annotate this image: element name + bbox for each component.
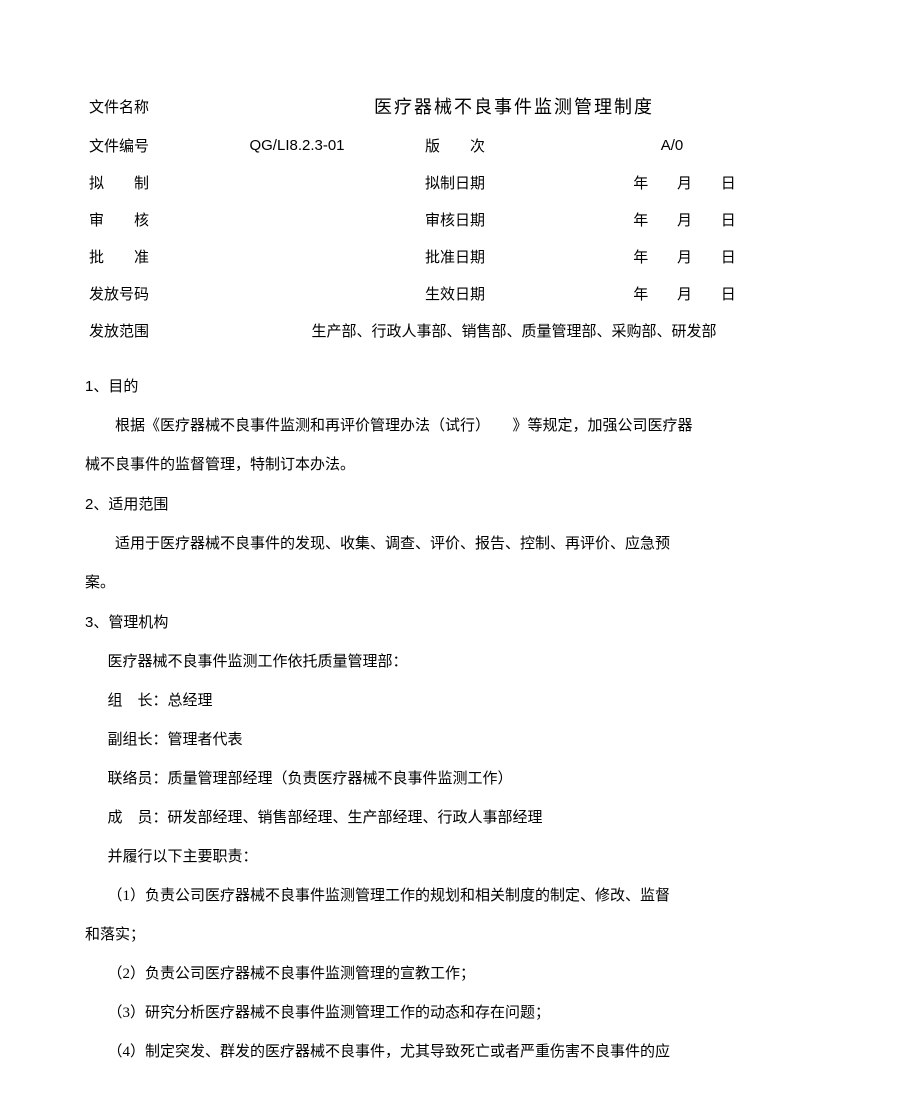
section-1-heading: 1、目的 (85, 367, 835, 407)
sec2-title: 、适用范围 (93, 497, 168, 513)
sec3-l3: 副组长：管理者代表 (85, 721, 835, 760)
sec3-d2: （2）负责公司医疗器械不良事件监测管理的宣教工作； (85, 955, 835, 994)
value-doc-no: QG/LI8.2.3-01 (193, 127, 401, 164)
y: 年 (608, 209, 648, 230)
d: 日 (696, 172, 736, 193)
y: 年 (608, 283, 648, 304)
label-doc-name: 文件名称 (85, 85, 193, 127)
y: 年 (608, 172, 648, 193)
section-2-heading: 2、适用范围 (85, 485, 835, 525)
m: 月 (652, 283, 692, 304)
value-draft-date: 年 月 日 (509, 164, 835, 201)
sec2-line-b: 案。 (85, 564, 835, 603)
value-review-date: 年 月 日 (509, 201, 835, 238)
value-draft (193, 164, 401, 201)
sec3-l4: 联络员：质量管理部经理（负责医疗器械不良事件监测工作） (85, 760, 835, 799)
sec3-l5: 成 员：研发部经理、销售部经理、生产部经理、行政人事部经理 (85, 799, 835, 838)
d: 日 (696, 283, 736, 304)
d: 日 (696, 209, 736, 230)
sec3-title: 、管理机构 (93, 615, 168, 631)
value-approve-date: 年 月 日 (509, 238, 835, 275)
label-doc-no: 文件编号 (85, 127, 193, 164)
label-approve: 批 准 (85, 238, 193, 275)
label-approve-date: 批准日期 (401, 238, 509, 275)
value-approve (193, 238, 401, 275)
document-page: 文件名称 医疗器械不良事件监测管理制度 文件编号 QG/LI8.2.3-01 版… (0, 0, 920, 1112)
value-effective-date: 年 月 日 (509, 275, 835, 312)
label-review: 审 核 (85, 201, 193, 238)
y: 年 (608, 246, 648, 267)
sec3-l1: 医疗器械不良事件监测工作依托质量管理部： (85, 643, 835, 682)
sec3-d4: （4）制定突发、群发的医疗器械不良事件，尤其导致死亡或者严重伤害不良事件的应 (85, 1033, 835, 1072)
sec3-d3: （3）研究分析医疗器械不良事件监测管理工作的动态和存在问题； (85, 994, 835, 1033)
sec3-l6: 并履行以下主要职责： (85, 838, 835, 877)
sec1-line-b: 械不良事件的监督管理，特制订本办法。 (85, 446, 835, 485)
sec3-l2: 组 长：总经理 (85, 682, 835, 721)
value-version: A/0 (509, 127, 835, 164)
header-table: 文件名称 医疗器械不良事件监测管理制度 文件编号 QG/LI8.2.3-01 版… (85, 85, 835, 349)
value-scope: 生产部、行政人事部、销售部、质量管理部、采购部、研发部 (193, 312, 835, 349)
document-title: 医疗器械不良事件监测管理制度 (193, 85, 835, 127)
sec1-title: 、目的 (93, 379, 138, 395)
section-3-heading: 3、管理机构 (85, 603, 835, 643)
d: 日 (696, 246, 736, 267)
label-effective-date: 生效日期 (401, 275, 509, 312)
value-review (193, 201, 401, 238)
label-review-date: 审核日期 (401, 201, 509, 238)
value-issue-no (193, 275, 401, 312)
label-issue-no: 发放号码 (85, 275, 193, 312)
m: 月 (652, 209, 692, 230)
m: 月 (652, 172, 692, 193)
document-body: 1、目的 根据《医疗器械不良事件监测和再评价管理办法（试行） 》等规定，加强公司… (85, 367, 835, 1072)
label-scope: 发放范围 (85, 312, 193, 349)
sec2-line-a: 适用于医疗器械不良事件的发现、收集、调查、评价、报告、控制、再评价、应急预 (85, 525, 835, 564)
label-draft: 拟 制 (85, 164, 193, 201)
sec1-line-a: 根据《医疗器械不良事件监测和再评价管理办法（试行） 》等规定，加强公司医疗器 (85, 407, 835, 446)
label-draft-date: 拟制日期 (401, 164, 509, 201)
label-version: 版 次 (401, 127, 509, 164)
sec3-d1a: （1）负责公司医疗器械不良事件监测管理工作的规划和相关制度的制定、修改、监督 (85, 877, 835, 916)
sec3-d1b: 和落实； (85, 916, 835, 955)
m: 月 (652, 246, 692, 267)
